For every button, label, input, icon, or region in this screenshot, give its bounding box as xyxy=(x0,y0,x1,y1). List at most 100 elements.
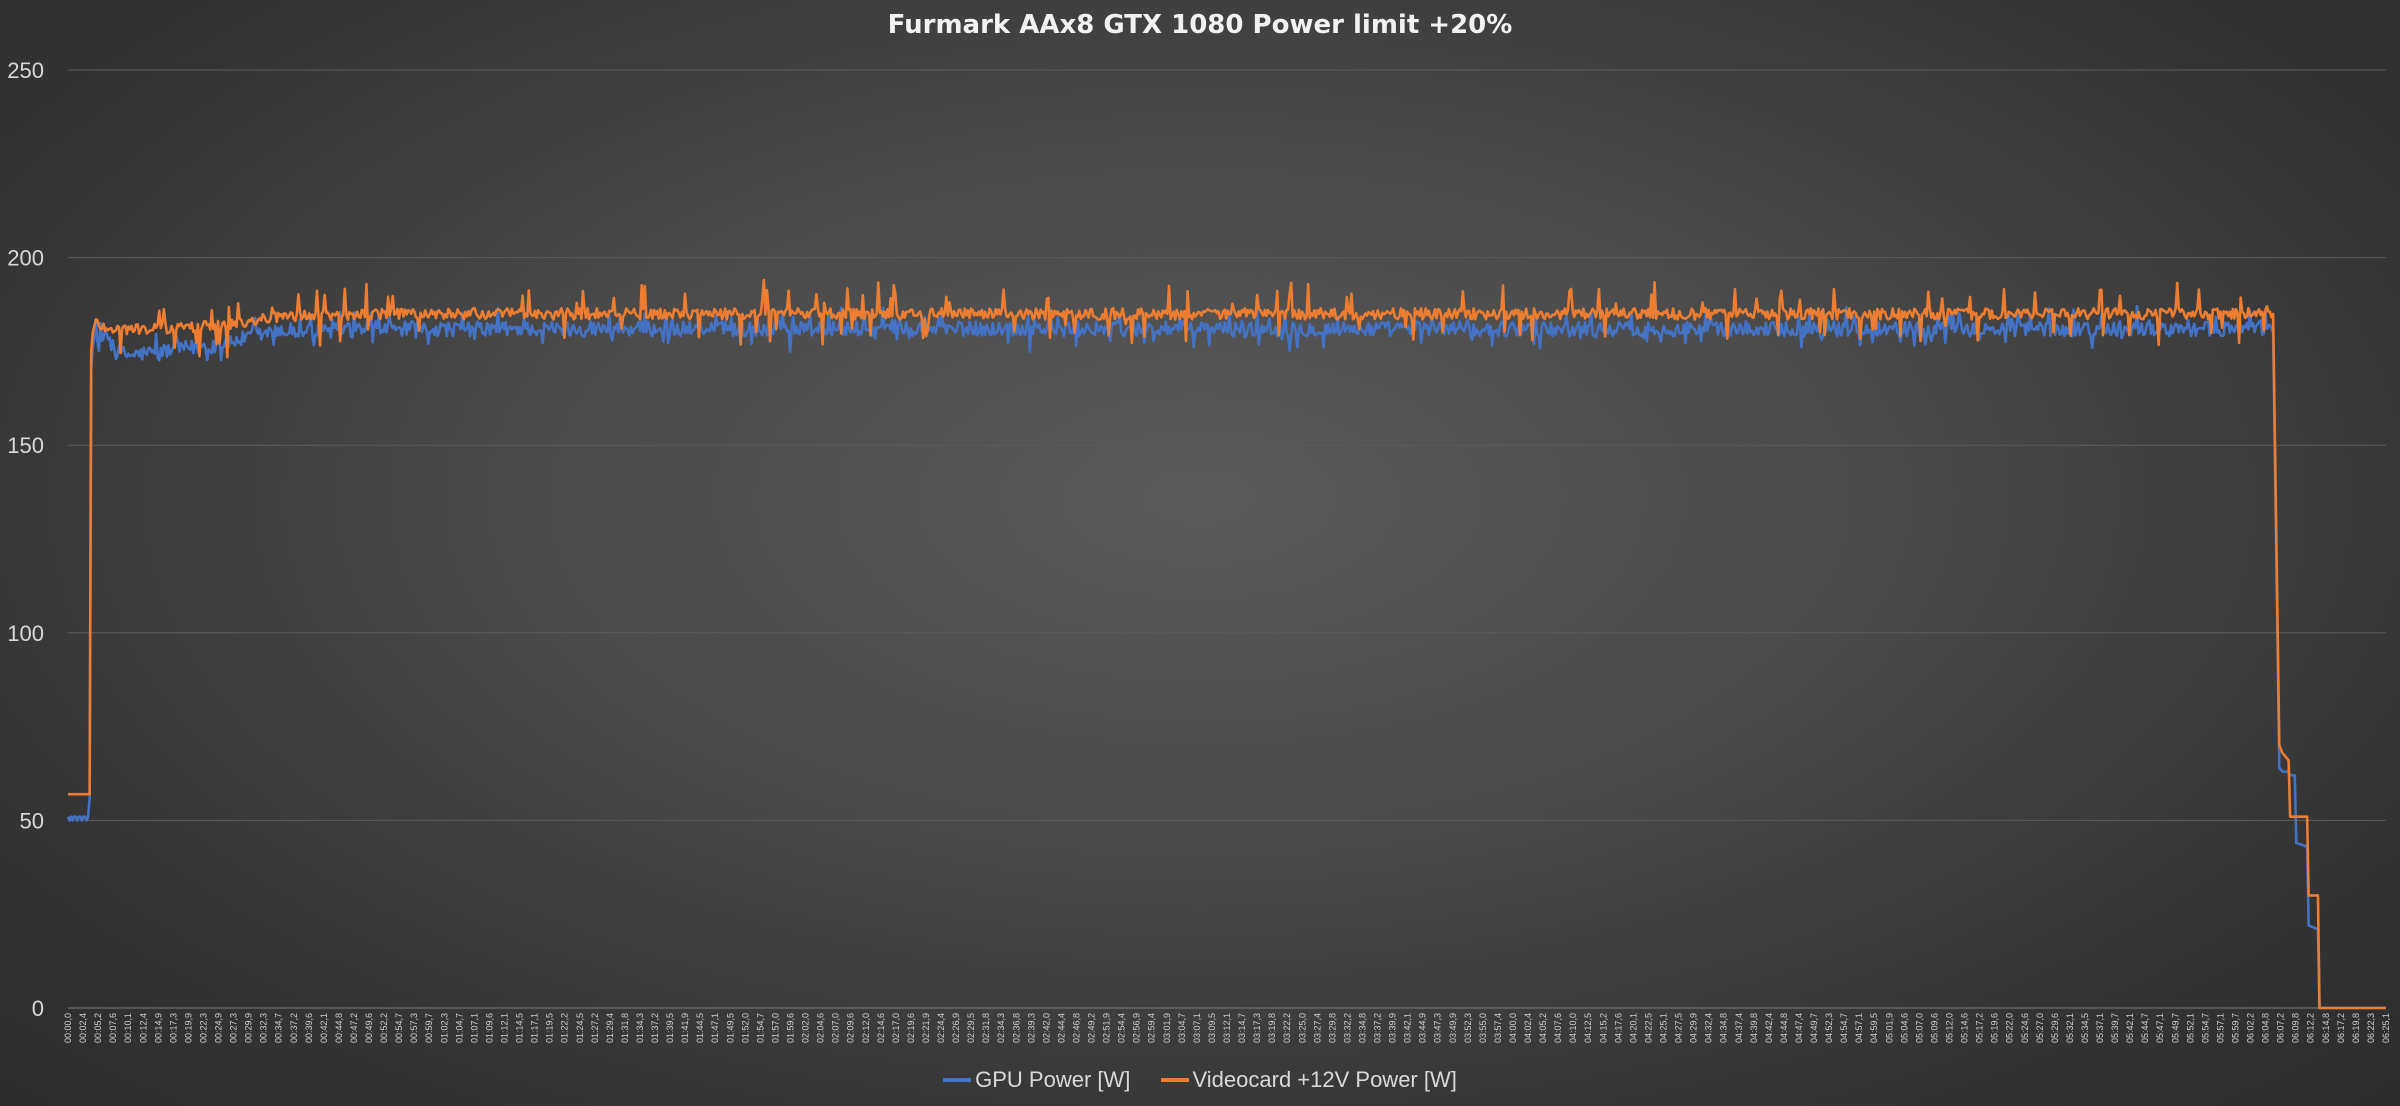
x-tick-label: 03:25,0 xyxy=(1297,1013,1307,1043)
x-tick-label: 02:04,6 xyxy=(816,1013,826,1043)
gridlines xyxy=(68,69,2386,1009)
x-tick-label: 03:34,8 xyxy=(1358,1013,1368,1043)
x-tick-label: 05:37,1 xyxy=(2095,1013,2105,1043)
x-tick-label: 01:41,9 xyxy=(680,1013,690,1043)
x-tick-label: 04:37,4 xyxy=(1734,1013,1744,1043)
x-tick-label: 01:02,3 xyxy=(439,1013,449,1043)
x-tick-label: 04:29,9 xyxy=(1689,1013,1699,1043)
x-tick-label: 01:49,5 xyxy=(725,1013,735,1043)
x-tick-label: 02:21,9 xyxy=(921,1013,931,1043)
x-tick-label: 01:09,6 xyxy=(485,1013,495,1043)
x-tick-label: 06:09,8 xyxy=(2291,1013,2301,1043)
x-tick-label: 05:54,7 xyxy=(2200,1013,2210,1043)
x-tick-label: 00:22,3 xyxy=(199,1013,209,1043)
y-tick-label: 100 xyxy=(7,621,44,646)
x-tick-label: 01:52,0 xyxy=(740,1013,750,1043)
x-tick-label: 03:17,3 xyxy=(1252,1013,1262,1043)
legend-swatch-videocard-power xyxy=(1160,1078,1189,1082)
x-tick-label: 04:47,4 xyxy=(1794,1013,1804,1043)
x-tick-label: 03:01,9 xyxy=(1162,1013,1172,1043)
x-tick-label: 01:59,6 xyxy=(786,1013,796,1043)
x-tick-label: 00:12,4 xyxy=(138,1013,148,1043)
x-tick-label: 05:32,1 xyxy=(2065,1013,2075,1043)
legend-label-videocard-power: Videocard +12V Power [W] xyxy=(1192,1067,1457,1092)
x-tick-label: 02:46,8 xyxy=(1072,1013,1082,1043)
x-tick-label: 02:09,6 xyxy=(846,1013,856,1043)
legend-swatch-gpu-power xyxy=(943,1078,972,1082)
x-tick-label: 03:42,1 xyxy=(1403,1013,1413,1043)
series-lines xyxy=(66,278,2386,1010)
x-tick-label: 00:14,9 xyxy=(153,1013,163,1043)
x-tick-label: 02:31,8 xyxy=(981,1013,991,1043)
chart-title: Furmark AAx8 GTX 1080 Power limit +20% xyxy=(887,10,1513,40)
x-tick-label: 04:49,7 xyxy=(1809,1013,1819,1043)
x-tick-label: 05:44,7 xyxy=(2140,1013,2150,1043)
x-tick-label: 03:47,3 xyxy=(1433,1013,1443,1043)
x-tick-label: 03:14,7 xyxy=(1237,1013,1247,1043)
series-line-videocard-power xyxy=(68,278,2386,1010)
x-tick-label: 00:29,9 xyxy=(244,1013,254,1043)
x-tick-label: 01:27,2 xyxy=(590,1013,600,1043)
y-axis-ticks: 0 50 100 150 200 250 xyxy=(7,58,44,1021)
x-tick-label: 00:17,3 xyxy=(168,1013,178,1043)
x-tick-label: 05:17,2 xyxy=(1975,1013,1985,1043)
x-tick-label: 05:57,1 xyxy=(2215,1013,2225,1043)
legend-item-gpu-power: GPU Power [W] xyxy=(943,1067,1130,1093)
x-tick-label: 01:37,2 xyxy=(650,1013,660,1043)
x-axis-ticks: 00:00,0 00:02,4 00:05,2 00:07,6 00:10,1 00:12… xyxy=(63,1013,2391,1043)
x-tick-label: 02:07,0 xyxy=(831,1013,841,1043)
x-tick-label: 05:42,1 xyxy=(2125,1013,2135,1043)
x-tick-label: 05:14,6 xyxy=(1960,1013,1970,1043)
x-tick-label: 00:49,6 xyxy=(364,1013,374,1043)
x-tick-label: 02:59,4 xyxy=(1147,1013,1157,1043)
x-tick-label: 05:27,0 xyxy=(2035,1013,2045,1043)
x-tick-label: 00:42,1 xyxy=(319,1013,329,1043)
x-tick-label: 05:29,6 xyxy=(2050,1013,2060,1043)
x-tick-label: 02:54,4 xyxy=(1117,1013,1127,1043)
x-tick-label: 05:01,9 xyxy=(1884,1013,1894,1043)
x-tick-label: 00:00,0 xyxy=(63,1013,73,1043)
x-tick-label: 04:59,5 xyxy=(1869,1013,1879,1043)
x-tick-label: 04:44,8 xyxy=(1779,1013,1789,1043)
x-tick-label: 00:19,9 xyxy=(183,1013,193,1043)
x-tick-label: 06:14,8 xyxy=(2321,1013,2331,1043)
x-tick-label: 01:19,5 xyxy=(545,1013,555,1043)
x-tick-label: 05:09,6 xyxy=(1929,1013,1939,1043)
x-tick-label: 05:49,7 xyxy=(2170,1013,2180,1043)
x-tick-label: 00:52,2 xyxy=(379,1013,389,1043)
x-tick-label: 01:04,7 xyxy=(454,1013,464,1043)
x-tick-label: 05:19,6 xyxy=(1990,1013,2000,1043)
x-tick-label: 05:39,7 xyxy=(2110,1013,2120,1043)
x-tick-label: 04:27,5 xyxy=(1674,1013,1684,1043)
legend-label-gpu-power: GPU Power [W] xyxy=(975,1067,1131,1092)
x-tick-label: 01:17,1 xyxy=(530,1013,540,1043)
x-tick-label: 05:24,6 xyxy=(2020,1013,2030,1043)
x-tick-label: 04:39,8 xyxy=(1749,1013,1759,1043)
x-tick-label: 05:22,0 xyxy=(2005,1013,2015,1043)
y-tick-label: 50 xyxy=(20,808,44,833)
legend-item-videocard-power: Videocard +12V Power [W] xyxy=(1160,1067,1457,1093)
x-tick-label: 00:27,3 xyxy=(229,1013,239,1043)
x-tick-label: 00:47,2 xyxy=(349,1013,359,1043)
x-tick-label: 03:39,9 xyxy=(1388,1013,1398,1043)
x-tick-label: 04:07,6 xyxy=(1553,1013,1563,1043)
x-tick-label: 06:02,2 xyxy=(2246,1013,2256,1043)
x-tick-label: 02:49,2 xyxy=(1087,1013,1097,1043)
x-tick-label: 05:47,1 xyxy=(2155,1013,2165,1043)
x-tick-label: 02:02,0 xyxy=(801,1013,811,1043)
x-tick-label: 05:07,0 xyxy=(1914,1013,1924,1043)
x-tick-label: 03:04,7 xyxy=(1177,1013,1187,1043)
x-tick-label: 04:22,5 xyxy=(1644,1013,1654,1043)
x-tick-label: 02:42,0 xyxy=(1041,1013,1051,1043)
x-tick-label: 03:49,9 xyxy=(1448,1013,1458,1043)
series-line-gpu-power xyxy=(66,304,2386,1010)
x-tick-label: 04:54,7 xyxy=(1839,1013,1849,1043)
x-tick-label: 04:00,0 xyxy=(1508,1013,1518,1043)
x-tick-label: 04:52,3 xyxy=(1824,1013,1834,1043)
x-tick-label: 01:39,5 xyxy=(665,1013,675,1043)
x-tick-label: 00:07,6 xyxy=(108,1013,118,1043)
x-tick-label: 06:25,1 xyxy=(2381,1013,2391,1043)
x-tick-label: 01:29,4 xyxy=(605,1013,615,1043)
x-tick-label: 04:05,2 xyxy=(1538,1013,1548,1043)
